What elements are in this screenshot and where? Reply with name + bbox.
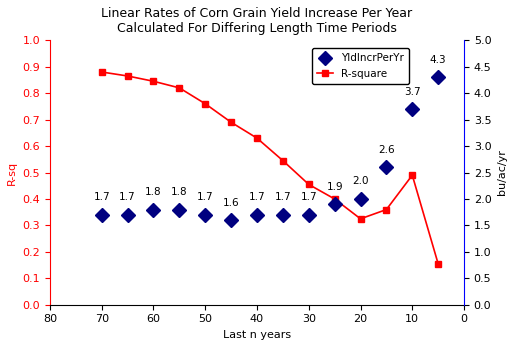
Text: 2.6: 2.6 [378, 145, 395, 155]
Line: YldIncrPerYr: YldIncrPerYr [97, 73, 443, 225]
Text: 1.9: 1.9 [326, 182, 343, 192]
R-square [280, 159, 286, 163]
YldIncrPerYr [202, 213, 208, 217]
YldIncrPerYr [151, 208, 157, 212]
Line: R-square: R-square [99, 69, 442, 267]
Y-axis label: bu/ac/yr: bu/ac/yr [497, 150, 507, 195]
R-square [99, 70, 105, 74]
R-square [151, 79, 157, 83]
YldIncrPerYr [383, 165, 390, 169]
R-square [176, 86, 182, 90]
YldIncrPerYr [409, 107, 415, 111]
Text: 1.7: 1.7 [249, 192, 265, 202]
R-square [435, 262, 441, 266]
R-square [409, 173, 415, 177]
R-square [332, 197, 338, 201]
Text: 2.0: 2.0 [352, 177, 369, 186]
Y-axis label: R-sq: R-sq [7, 160, 17, 185]
Text: 1.7: 1.7 [301, 192, 317, 202]
Text: 3.7: 3.7 [404, 86, 420, 96]
YldIncrPerYr [254, 213, 260, 217]
Text: 1.7: 1.7 [119, 192, 136, 202]
Text: 4.3: 4.3 [430, 55, 447, 65]
R-square [228, 120, 234, 124]
R-square [357, 217, 363, 221]
R-square [306, 182, 312, 186]
YldIncrPerYr [306, 213, 312, 217]
R-square [202, 102, 208, 106]
YldIncrPerYr [435, 75, 441, 79]
Text: 1.7: 1.7 [94, 192, 110, 202]
Text: 1.7: 1.7 [197, 192, 213, 202]
Legend: YldIncrPerYr, R-square: YldIncrPerYr, R-square [312, 48, 409, 84]
YldIncrPerYr [228, 218, 234, 222]
Text: 1.8: 1.8 [171, 187, 188, 197]
YldIncrPerYr [124, 213, 131, 217]
R-square [254, 136, 260, 140]
Text: 1.7: 1.7 [274, 192, 291, 202]
YldIncrPerYr [332, 202, 338, 206]
Title: Linear Rates of Corn Grain Yield Increase Per Year
Calculated For Differing Leng: Linear Rates of Corn Grain Yield Increas… [101, 7, 413, 35]
YldIncrPerYr [357, 197, 363, 201]
YldIncrPerYr [280, 213, 286, 217]
Text: 1.8: 1.8 [145, 187, 162, 197]
YldIncrPerYr [99, 213, 105, 217]
R-square [124, 74, 131, 78]
YldIncrPerYr [176, 208, 182, 212]
Text: 1.6: 1.6 [223, 198, 240, 208]
X-axis label: Last n years: Last n years [223, 330, 291, 340]
R-square [383, 208, 390, 212]
